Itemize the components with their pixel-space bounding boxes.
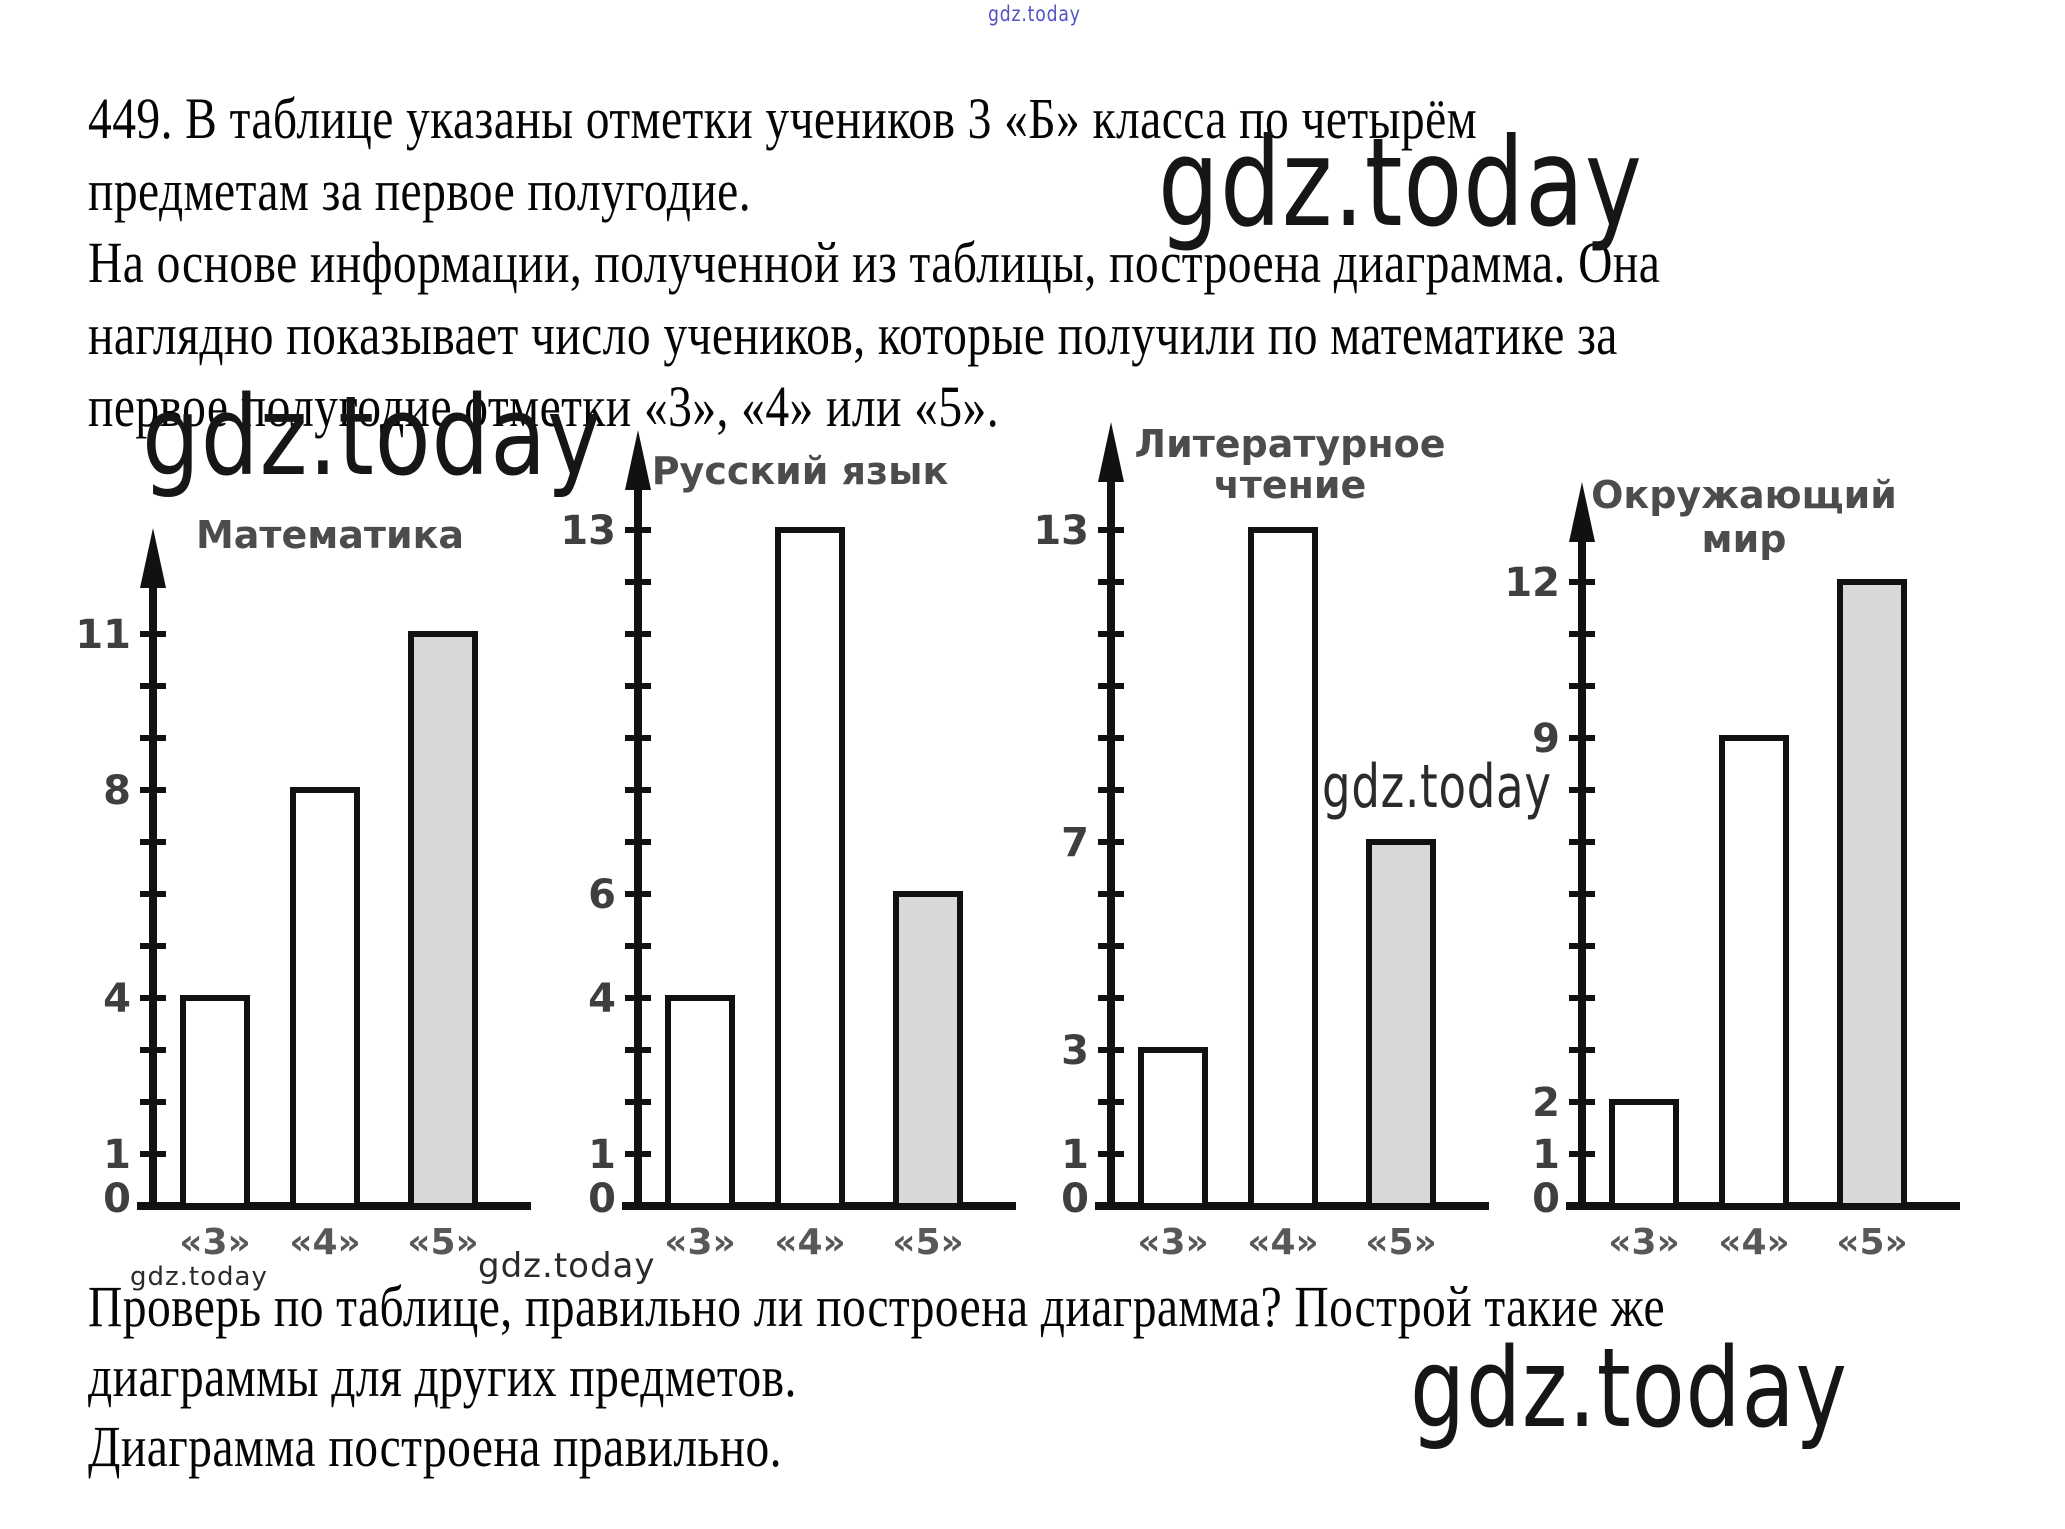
watermark-bottom-small-2: gdz.today bbox=[478, 1246, 656, 1286]
x-category-label-3: «5» bbox=[1365, 1222, 1437, 1263]
bar-«4»-value-13 bbox=[775, 527, 845, 1209]
x-category-label-1: «3» bbox=[179, 1222, 251, 1263]
y-tick-label-0: 0 bbox=[103, 1176, 131, 1222]
x-category-label-2: «4» bbox=[1247, 1222, 1319, 1263]
answer-line-3: Диаграмма построена правильно. bbox=[88, 1414, 782, 1479]
x-category-label-3: «5» bbox=[1836, 1222, 1908, 1263]
x-category-label-1: «3» bbox=[664, 1222, 736, 1263]
y-tick-label-11: 11 bbox=[75, 612, 131, 658]
x-category-label-3: «5» bbox=[407, 1222, 479, 1263]
y-tick-label-1: 1 bbox=[588, 1132, 616, 1178]
watermark-bottom-right: gdz.today bbox=[1410, 1324, 1848, 1452]
y-tick-label-2: 2 bbox=[1532, 1080, 1560, 1126]
bar-«3»-value-3 bbox=[1138, 1047, 1208, 1209]
problem-line-1: 449. В таблице указаны отметки учеников … bbox=[88, 86, 1478, 151]
y-tick-label-13: 13 bbox=[1033, 508, 1089, 554]
y-axis-arrow-icon bbox=[140, 528, 166, 588]
watermark-top-center: gdz.today bbox=[988, 2, 1081, 26]
chart-title: Математика bbox=[196, 513, 464, 557]
x-category-label-1: «3» bbox=[1608, 1222, 1680, 1263]
bar-«5»-value-7 bbox=[1366, 839, 1436, 1209]
y-tick-label-0: 0 bbox=[1532, 1176, 1560, 1222]
problem-line-4: наглядно показывает число учеников, кото… bbox=[88, 302, 1618, 367]
chart-title: Окружающий bbox=[1591, 473, 1897, 517]
bar-«3»-value-4 bbox=[180, 995, 250, 1209]
watermark-left: gdz.today bbox=[142, 372, 602, 500]
y-tick-label-0: 0 bbox=[588, 1176, 616, 1222]
bar-«5»-value-12 bbox=[1837, 579, 1907, 1209]
y-axis-arrow-icon bbox=[625, 430, 651, 490]
problem-line-2: предметам за первое полугодие. bbox=[88, 158, 752, 223]
problem-line-3: На основе информации, полученной из табл… bbox=[88, 230, 1661, 295]
y-tick-label-7: 7 bbox=[1061, 820, 1089, 866]
y-axis-arrow-icon bbox=[1098, 422, 1124, 482]
bar-«5»-value-11 bbox=[408, 631, 478, 1209]
bar-«3»-value-4 bbox=[665, 995, 735, 1209]
y-tick-label-12: 12 bbox=[1504, 560, 1560, 606]
x-category-label-2: «4» bbox=[289, 1222, 361, 1263]
x-category-label-2: «4» bbox=[774, 1222, 846, 1263]
y-tick-label-1: 1 bbox=[1532, 1132, 1560, 1178]
chart-title: Литературное bbox=[1135, 422, 1446, 466]
watermark-top-right: gdz.today bbox=[1158, 112, 1643, 254]
chart-matematika: 01 4 8 11 «3» «4» «5» Математика bbox=[75, 513, 531, 1263]
x-category-label-3: «5» bbox=[892, 1222, 964, 1263]
y-tick-label-4: 4 bbox=[103, 976, 131, 1022]
y-tick-label-8: 8 bbox=[103, 768, 131, 814]
bar-«4»-value-9 bbox=[1719, 735, 1789, 1209]
y-tick-label-1: 1 bbox=[103, 1132, 131, 1178]
bar-«4»-value-8 bbox=[290, 787, 360, 1209]
y-tick-label-1: 1 bbox=[1061, 1132, 1089, 1178]
problem-line-5: первое полугодие отметки «3», «4» или «5… bbox=[88, 374, 1000, 439]
y-tick-label-9: 9 bbox=[1532, 716, 1560, 762]
x-category-label-2: «4» bbox=[1718, 1222, 1790, 1263]
chart-title: чтение bbox=[1214, 463, 1367, 507]
y-tick-label-13: 13 bbox=[560, 508, 616, 554]
chart-title: Русский язык bbox=[652, 449, 949, 493]
answer-line-1: Проверь по таблице, правильно ли построе… bbox=[88, 1274, 1666, 1339]
chart-russkij-yazyk: 01 4 6 13 «3» «4» «5» Русский язык bbox=[560, 430, 1016, 1263]
watermark-middle: gdz.today bbox=[1322, 752, 1552, 822]
y-tick-label-4: 4 bbox=[588, 976, 616, 1022]
x-category-label-1: «3» bbox=[1137, 1222, 1209, 1263]
y-tick-label-0: 0 bbox=[1061, 1176, 1089, 1222]
chart-title: мир bbox=[1702, 517, 1787, 561]
watermark-bottom-small-1: gdz.today bbox=[130, 1262, 268, 1292]
bar-«5»-value-6 bbox=[893, 891, 963, 1209]
y-tick-label-3: 3 bbox=[1061, 1028, 1089, 1074]
bar-«3»-value-2 bbox=[1609, 1099, 1679, 1209]
y-tick-label-6: 6 bbox=[588, 872, 616, 918]
y-axis-arrow-icon bbox=[1569, 482, 1595, 542]
answer-line-2: диаграммы для других предметов. bbox=[88, 1344, 797, 1409]
bar-«4»-value-13 bbox=[1248, 527, 1318, 1209]
